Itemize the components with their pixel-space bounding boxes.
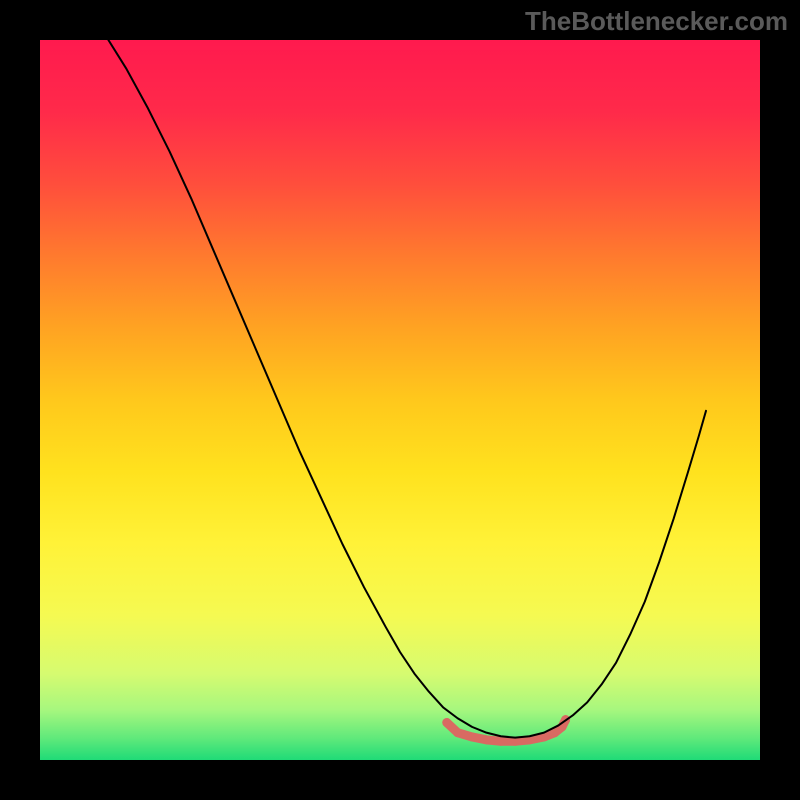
marker-dot [496,737,505,746]
marker-dot [453,728,462,737]
watermark-label: TheBottlenecker.com [525,6,788,37]
plot-svg [40,40,760,760]
chart-container: TheBottlenecker.com [0,0,800,800]
marker-dot [442,718,451,727]
marker-dot [468,732,477,741]
marker-dot [482,735,491,744]
plot-area [40,40,760,760]
